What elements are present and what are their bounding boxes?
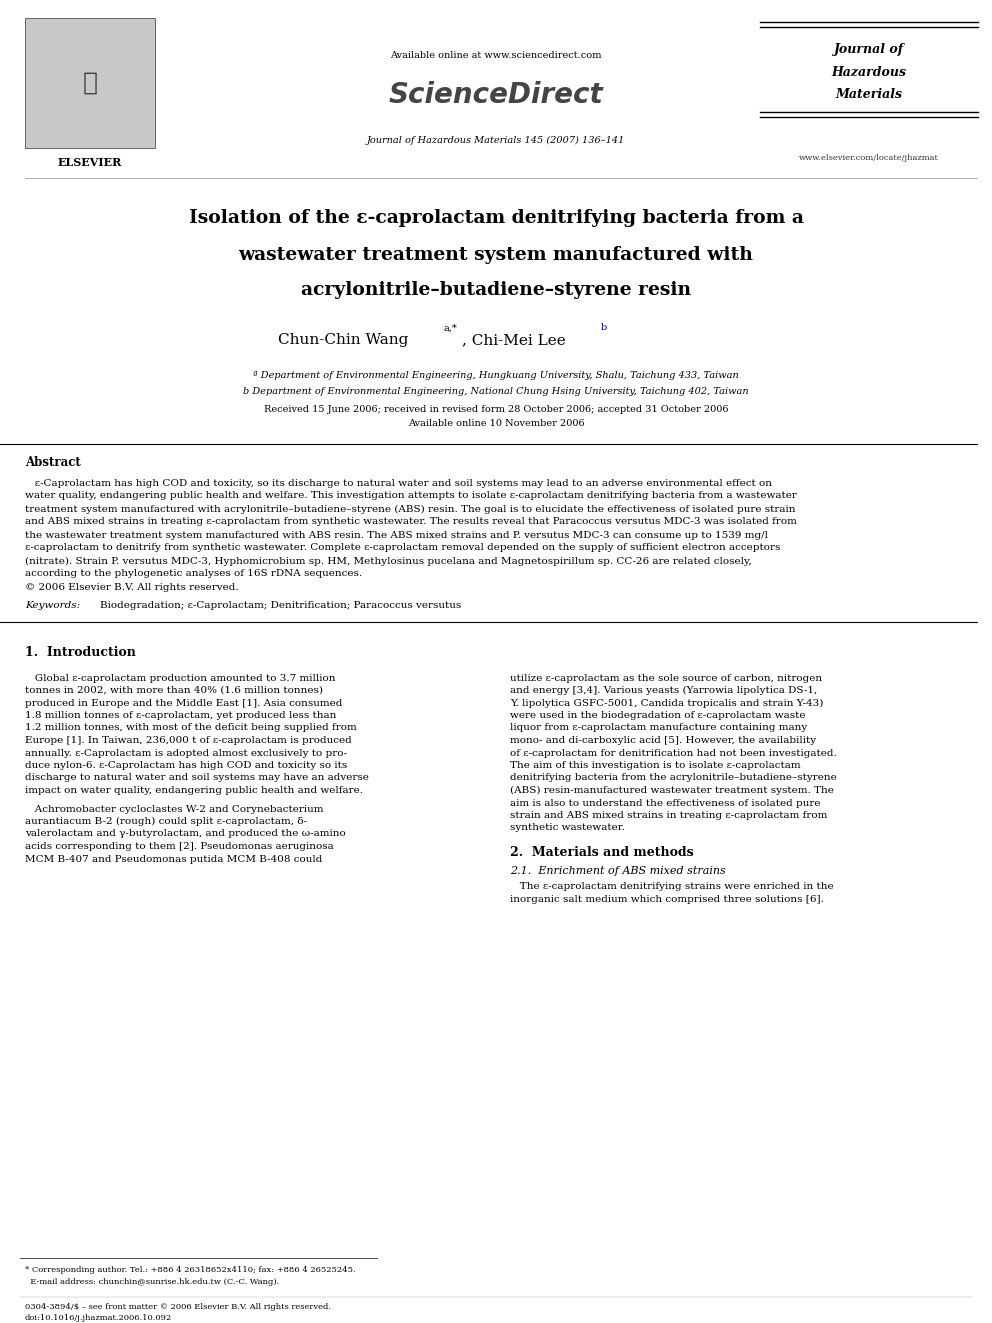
Text: and energy [3,4]. Various yeasts (Yarrowia lipolytica DS-1,: and energy [3,4]. Various yeasts (Yarrow… bbox=[510, 685, 817, 695]
Text: impact on water quality, endangering public health and welfare.: impact on water quality, endangering pub… bbox=[25, 786, 363, 795]
Text: b: b bbox=[601, 324, 607, 332]
Text: annually. ε-Caprolactam is adopted almost exclusively to pro-: annually. ε-Caprolactam is adopted almos… bbox=[25, 749, 347, 758]
Text: the wastewater treatment system manufactured with ABS resin. The ABS mixed strai: the wastewater treatment system manufact… bbox=[25, 531, 768, 540]
Bar bbox=[25, 19, 155, 148]
Text: acids corresponding to them [2]. Pseudomonas aeruginosa: acids corresponding to them [2]. Pseudom… bbox=[25, 841, 333, 851]
Text: aim is also to understand the effectiveness of isolated pure: aim is also to understand the effectiven… bbox=[510, 799, 820, 807]
Text: water quality, endangering public health and welfare. This investigation attempt: water quality, endangering public health… bbox=[25, 492, 797, 500]
Text: mono- and di-carboxylic acid [5]. However, the availability: mono- and di-carboxylic acid [5]. Howeve… bbox=[510, 736, 816, 745]
Text: (ABS) resin-manufactured wastewater treatment system. The: (ABS) resin-manufactured wastewater trea… bbox=[510, 786, 834, 795]
Text: 2.1.  Enrichment of ABS mixed strains: 2.1. Enrichment of ABS mixed strains bbox=[510, 865, 726, 876]
Text: doi:10.1016/j.jhazmat.2006.10.092: doi:10.1016/j.jhazmat.2006.10.092 bbox=[25, 1314, 173, 1322]
Text: The ε-caprolactam denitrifying strains were enriched in the: The ε-caprolactam denitrifying strains w… bbox=[510, 882, 833, 890]
Text: 0304-3894/$ – see front matter © 2006 Elsevier B.V. All rights reserved.: 0304-3894/$ – see front matter © 2006 El… bbox=[25, 1303, 331, 1311]
Text: 1.8 million tonnes of ε-caprolactam, yet produced less than: 1.8 million tonnes of ε-caprolactam, yet… bbox=[25, 710, 336, 720]
Text: (nitrate). Strain P. versutus MDC-3, Hyphomicrobium sp. HM, Methylosinus pucelan: (nitrate). Strain P. versutus MDC-3, Hyp… bbox=[25, 557, 752, 565]
Text: The aim of this investigation is to isolate ε-caprolactam: The aim of this investigation is to isol… bbox=[510, 761, 801, 770]
Text: Journal of: Journal of bbox=[834, 44, 904, 57]
Text: E-mail address: chunchin@sunrise.hk.edu.tw (C.-C. Wang).: E-mail address: chunchin@sunrise.hk.edu.… bbox=[25, 1278, 280, 1286]
Text: valerolactam and γ-butyrolactam, and produced the ω-amino: valerolactam and γ-butyrolactam, and pro… bbox=[25, 830, 346, 839]
Text: Abstract: Abstract bbox=[25, 455, 80, 468]
Text: Chun-Chin Wang: Chun-Chin Wang bbox=[278, 333, 409, 347]
Text: discharge to natural water and soil systems may have an adverse: discharge to natural water and soil syst… bbox=[25, 774, 369, 782]
Text: 1.  Introduction: 1. Introduction bbox=[25, 646, 136, 659]
Text: according to the phylogenetic analyses of 16S rDNA sequences.: according to the phylogenetic analyses o… bbox=[25, 569, 362, 578]
Text: utilize ε-caprolactam as the sole source of carbon, nitrogen: utilize ε-caprolactam as the sole source… bbox=[510, 673, 822, 683]
Text: Available online 10 November 2006: Available online 10 November 2006 bbox=[408, 419, 584, 429]
Text: and ABS mixed strains in treating ε-caprolactam from synthetic wastewater. The r: and ABS mixed strains in treating ε-capr… bbox=[25, 517, 797, 527]
Text: Keywords:: Keywords: bbox=[25, 602, 80, 610]
Text: Available online at www.sciencedirect.com: Available online at www.sciencedirect.co… bbox=[390, 50, 602, 60]
Text: Hazardous: Hazardous bbox=[831, 66, 907, 78]
Text: synthetic wastewater.: synthetic wastewater. bbox=[510, 823, 625, 832]
Text: Isolation of the ε-caprolactam denitrifying bacteria from a: Isolation of the ε-caprolactam denitrify… bbox=[188, 209, 804, 228]
Text: wastewater treatment system manufactured with: wastewater treatment system manufactured… bbox=[238, 246, 754, 265]
Text: denitrifying bacteria from the acrylonitrile–butadiene–styrene: denitrifying bacteria from the acrylonit… bbox=[510, 774, 836, 782]
Text: www.elsevier.com/locate/jhazmat: www.elsevier.com/locate/jhazmat bbox=[800, 153, 939, 161]
Text: Global ε-caprolactam production amounted to 3.7 million: Global ε-caprolactam production amounted… bbox=[25, 673, 335, 683]
Text: of ε-caprolactam for denitrification had not been investigated.: of ε-caprolactam for denitrification had… bbox=[510, 749, 836, 758]
Text: inorganic salt medium which comprised three solutions [6].: inorganic salt medium which comprised th… bbox=[510, 894, 824, 904]
Text: 🌳: 🌳 bbox=[82, 71, 97, 95]
Text: Received 15 June 2006; received in revised form 28 October 2006; accepted 31 Oct: Received 15 June 2006; received in revis… bbox=[264, 406, 728, 414]
Text: 1.2 million tonnes, with most of the deficit being supplied from: 1.2 million tonnes, with most of the def… bbox=[25, 724, 357, 733]
Text: tonnes in 2002, with more than 40% (1.6 million tonnes): tonnes in 2002, with more than 40% (1.6 … bbox=[25, 687, 323, 695]
Text: were used in the biodegradation of ε-caprolactam waste: were used in the biodegradation of ε-cap… bbox=[510, 710, 806, 720]
Text: ª Department of Environmental Engineering, Hungkuang University, Shalu, Taichung: ª Department of Environmental Engineerin… bbox=[253, 372, 739, 381]
Text: duce nylon-6. ε-Caprolactam has high COD and toxicity so its: duce nylon-6. ε-Caprolactam has high COD… bbox=[25, 761, 347, 770]
Text: acrylonitrile–butadiene–styrene resin: acrylonitrile–butadiene–styrene resin bbox=[301, 280, 691, 299]
Text: * Corresponding author. Tel.: +886 4 26318652x4110; fax: +886 4 26525245.: * Corresponding author. Tel.: +886 4 263… bbox=[25, 1266, 355, 1274]
Text: Achromobacter cycloclastes W-2 and Corynebacterium: Achromobacter cycloclastes W-2 and Coryn… bbox=[25, 804, 323, 814]
Text: Y. lipolytica GSFC-5001, Candida tropicalis and strain Y-43): Y. lipolytica GSFC-5001, Candida tropica… bbox=[510, 699, 823, 708]
Text: 2.  Materials and methods: 2. Materials and methods bbox=[510, 845, 693, 859]
Text: strain and ABS mixed strains in treating ε-caprolactam from: strain and ABS mixed strains in treating… bbox=[510, 811, 827, 820]
Text: Biodegradation; ε-Caprolactam; Denitrification; Paracoccus versutus: Biodegradation; ε-Caprolactam; Denitrifi… bbox=[100, 602, 461, 610]
Text: ε-caprolactam to denitrify from synthetic wastewater. Complete ε-caprolactam rem: ε-caprolactam to denitrify from syntheti… bbox=[25, 544, 781, 553]
Text: Journal of Hazardous Materials 145 (2007) 136–141: Journal of Hazardous Materials 145 (2007… bbox=[367, 135, 625, 144]
Text: ELSEVIER: ELSEVIER bbox=[58, 156, 122, 168]
Text: a,*: a,* bbox=[444, 324, 457, 332]
Text: Europe [1]. In Taiwan, 236,000 t of ε-caprolactam is produced: Europe [1]. In Taiwan, 236,000 t of ε-ca… bbox=[25, 736, 352, 745]
Text: ε-Caprolactam has high COD and toxicity, so its discharge to natural water and s: ε-Caprolactam has high COD and toxicity,… bbox=[25, 479, 772, 487]
Text: ScienceDirect: ScienceDirect bbox=[389, 81, 603, 108]
Text: treatment system manufactured with acrylonitrile–butadiene–styrene (ABS) resin. : treatment system manufactured with acryl… bbox=[25, 504, 796, 513]
Text: , Chi-Mei Lee: , Chi-Mei Lee bbox=[462, 333, 565, 347]
Text: Materials: Materials bbox=[835, 87, 903, 101]
Text: produced in Europe and the Middle East [1]. Asia consumed: produced in Europe and the Middle East [… bbox=[25, 699, 342, 708]
Text: aurantiacum B-2 (rough) could split ε-caprolactam, δ-: aurantiacum B-2 (rough) could split ε-ca… bbox=[25, 816, 307, 826]
Text: liquor from ε-caprolactam manufacture containing many: liquor from ε-caprolactam manufacture co… bbox=[510, 724, 807, 733]
Text: MCM B-407 and Pseudomonas putida MCM B-408 could: MCM B-407 and Pseudomonas putida MCM B-4… bbox=[25, 855, 322, 864]
Text: b Department of Environmental Engineering, National Chung Hsing University, Taic: b Department of Environmental Engineerin… bbox=[243, 386, 749, 396]
Text: © 2006 Elsevier B.V. All rights reserved.: © 2006 Elsevier B.V. All rights reserved… bbox=[25, 582, 239, 591]
